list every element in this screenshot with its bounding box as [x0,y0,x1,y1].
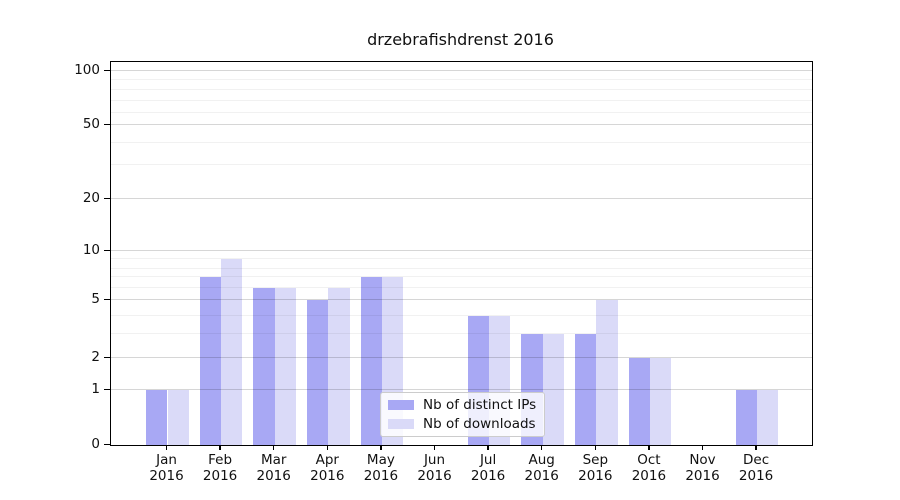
legend: Nb of distinct IPs Nb of downloads [380,392,545,437]
gridline-2 [111,357,812,358]
x-tick-mark-apr [326,445,328,451]
gridline-10 [111,250,812,251]
bar-downloads-mar [274,287,297,445]
x-tick-label-feb: Feb 2016 [202,452,238,484]
x-tick-mark-may [380,445,382,451]
bar-downloads-oct [649,358,672,445]
bar-downloads-aug [542,334,565,445]
bars-layer [111,62,812,445]
bar-downloads-dec [757,390,779,445]
gridline-80 [111,89,812,90]
gridline-7 [111,276,812,277]
gridline-60 [111,112,812,113]
gridline-40 [111,142,812,143]
legend-entry-ips: Nb of distinct IPs [388,397,537,413]
legend-label-ips: Nb of distinct IPs [423,397,537,413]
bar-ips-may [360,277,382,445]
bar-ips-feb [199,277,222,445]
x-tick-mark-sep [594,445,596,451]
y-tick-mark-20 [104,197,110,199]
gridline-4 [111,315,812,316]
x-tick-label-sep: Sep 2016 [578,452,613,484]
y-tick-label-100: 100 [74,62,100,78]
legend-entry-downloads: Nb of downloads [388,416,537,432]
x-tick-mark-jan [165,445,168,451]
y-tick-label-10: 10 [82,242,100,258]
legend-swatch-ips [388,400,414,410]
x-tick-label-nov: Nov 2016 [685,452,720,484]
gridline-50 [111,124,812,125]
x-tick-label-jan: Jan 2016 [149,452,184,484]
y-tick-mark-100 [104,69,110,71]
gridline-1 [111,389,812,390]
bar-downloads-sep [596,300,618,445]
gridline-90 [111,79,812,80]
y-tick-label-5: 5 [91,291,100,307]
chart-title: drzebrafishdrenst 2016 [367,30,554,49]
y-tick-label-20: 20 [82,190,100,206]
bar-downloads-apr [328,287,350,445]
y-tick-mark-0 [104,443,110,445]
gridline-5 [111,299,812,300]
x-tick-label-apr: Apr 2016 [310,452,345,484]
bar-ips-mar [253,287,275,445]
x-tick-label-dec: Dec 2016 [738,452,774,484]
y-tick-mark-10 [104,249,110,251]
x-tick-mark-mar [273,445,275,451]
y-tick-label-2: 2 [91,349,100,365]
y-tick-mark-2 [104,356,110,358]
gridline-30 [111,164,812,165]
x-tick-label-oct: Oct 2016 [631,452,667,484]
x-tick-mark-oct [648,445,650,451]
y-tick-mark-5 [104,298,110,300]
y-tick-mark-1 [104,388,110,390]
y-tick-label-50: 50 [82,116,100,132]
x-tick-label-aug: Aug 2016 [524,452,559,484]
x-tick-mark-nov [701,445,704,451]
bar-ips-dec [735,390,758,445]
x-tick-mark-aug [541,445,543,451]
x-tick-mark-jul [487,445,489,451]
y-tick-mark-50 [104,123,110,125]
x-tick-label-mar: Mar 2016 [256,452,291,484]
legend-swatch-downloads [388,419,414,429]
y-tick-label-1: 1 [91,381,100,397]
gridline-3 [111,333,812,334]
bar-downloads-feb [221,259,243,445]
gridline-8 [111,267,812,269]
gridline-9 [111,258,812,259]
gridline-100 [111,70,812,71]
x-tick-mark-jun [433,445,436,451]
x-tick-label-jul: Jul 2016 [470,452,506,484]
x-tick-mark-dec [755,445,757,451]
x-tick-mark-feb [219,445,221,451]
legend-label-downloads: Nb of downloads [423,416,536,432]
bar-downloads-jan [167,390,189,445]
y-tick-label-0: 0 [91,436,100,452]
bar-ips-apr [306,300,329,445]
x-tick-label-may: May 2016 [363,452,399,484]
bar-ips-sep [574,334,597,445]
gridline-6 [111,286,812,288]
gridline-20 [111,198,812,199]
bar-ips-jan [146,390,168,445]
gridline-70 [111,100,812,101]
bar-ips-oct [628,358,650,445]
plot-area: Nb of distinct IPs Nb of downloads [110,61,813,446]
grid-layer [111,62,812,445]
x-tick-label-jun: Jun 2016 [417,452,452,484]
